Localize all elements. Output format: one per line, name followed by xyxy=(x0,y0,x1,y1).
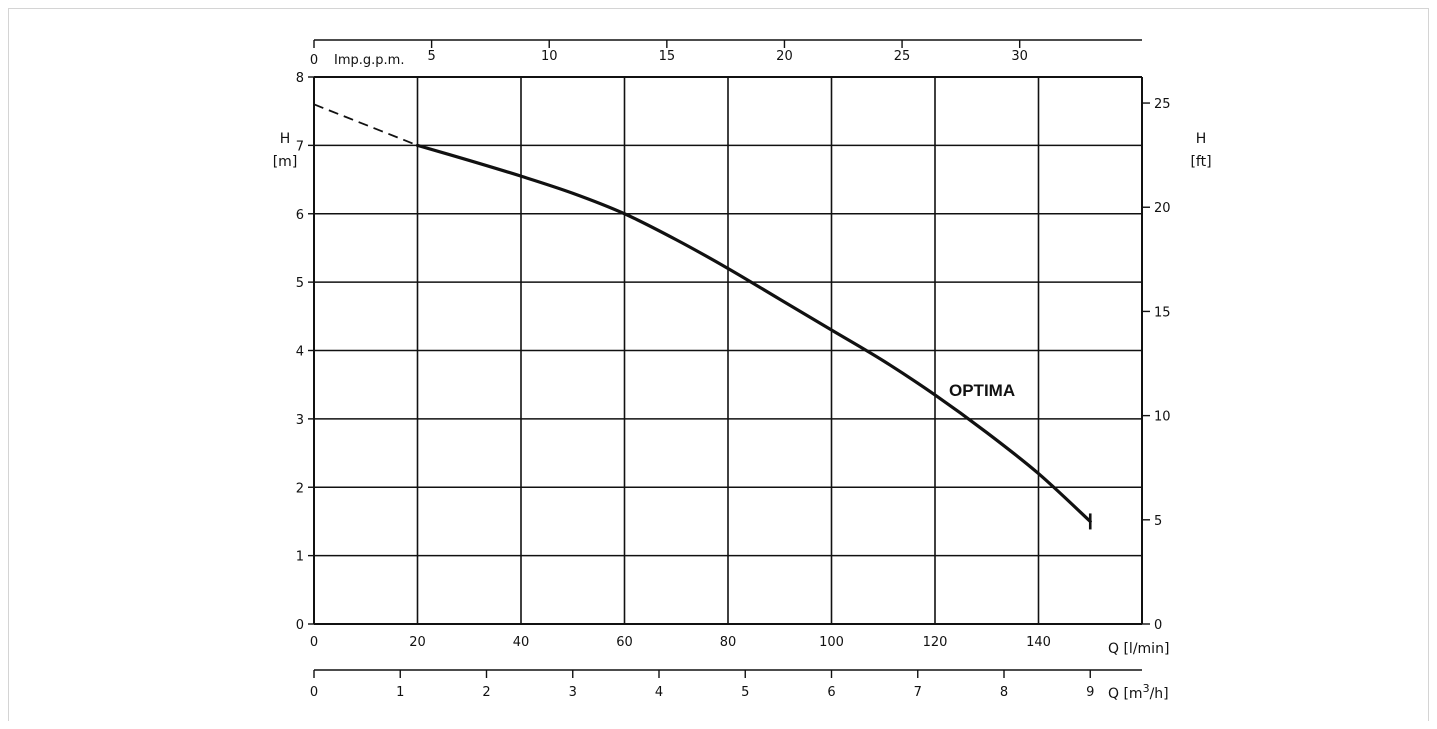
left-tick-label: 3 xyxy=(296,413,304,428)
top-tick-label: 10 xyxy=(541,49,558,64)
left-axis-title-line2: [m] xyxy=(273,154,298,170)
left-tick-label: 5 xyxy=(296,276,304,291)
grid xyxy=(313,76,1143,625)
right-tick-label: 20 xyxy=(1154,201,1171,216)
right-tick-label: 25 xyxy=(1154,97,1171,112)
bottom2-tick-label: 6 xyxy=(827,685,835,700)
bottom2-tick-label: 0 xyxy=(310,685,318,700)
series-label-optima: OPTIMA xyxy=(949,381,1015,400)
top-tick-label: 15 xyxy=(659,49,676,64)
top-tick-label: 30 xyxy=(1011,49,1028,64)
bottom-tick-label: 140 xyxy=(1026,635,1051,650)
right-tick-label: 0 xyxy=(1154,618,1162,633)
right-axis-title-line1: H xyxy=(1196,131,1207,147)
bottom-tick-label: 0 xyxy=(310,635,318,650)
bottom-tick-label: 120 xyxy=(923,635,948,650)
series-line-optima xyxy=(415,143,1092,524)
bottom-axis-title: Q [l/min] xyxy=(1108,641,1169,657)
bottom2-tick-label: 1 xyxy=(396,685,404,700)
right-tick-label: 15 xyxy=(1154,305,1171,320)
bottom-tick-label: 20 xyxy=(409,635,426,650)
bottom-tick-label: 100 xyxy=(819,635,844,650)
right-tick-label: 10 xyxy=(1154,410,1171,425)
bottom2-tick-label: 5 xyxy=(741,685,749,700)
bottom2-tick-label: 3 xyxy=(569,685,577,700)
bottom-tick-label: 40 xyxy=(513,635,530,650)
top-tick-label: 0 xyxy=(310,53,318,68)
series-extrapolated-segment xyxy=(313,103,418,147)
top-axis-title: Imp.g.p.m. xyxy=(334,53,404,68)
left-tick-label: 6 xyxy=(296,208,304,223)
bottom2-tick-label: 2 xyxy=(482,685,490,700)
bottom2-tick-label: 9 xyxy=(1086,685,1094,700)
top-tick-label: 25 xyxy=(894,49,911,64)
left-tick-label: 2 xyxy=(296,481,304,496)
left-tick-label: 1 xyxy=(296,550,304,565)
top-tick-label: 20 xyxy=(776,49,793,64)
bottom2-tick-label: 4 xyxy=(655,685,663,700)
left-tick-label: 0 xyxy=(296,618,304,633)
series-layer xyxy=(313,103,1092,530)
bottom2-axis-title: Q [m3/h] xyxy=(1108,682,1169,702)
bottom-tick-label: 80 xyxy=(720,635,737,650)
left-tick-label: 8 xyxy=(296,71,304,86)
right-axis-title-line2: [ft] xyxy=(1190,154,1211,170)
left-tick-label: 4 xyxy=(296,345,304,360)
bottom-tick-label: 60 xyxy=(616,635,633,650)
right-tick-label: 5 xyxy=(1154,514,1162,529)
top-tick-label: 5 xyxy=(427,49,435,64)
chart-frame xyxy=(8,8,1429,721)
bottom2-tick-label: 7 xyxy=(914,685,922,700)
left-tick-label: 7 xyxy=(296,139,304,154)
left-axis-title-line1: H xyxy=(280,131,291,147)
bottom2-tick-label: 8 xyxy=(1000,685,1008,700)
